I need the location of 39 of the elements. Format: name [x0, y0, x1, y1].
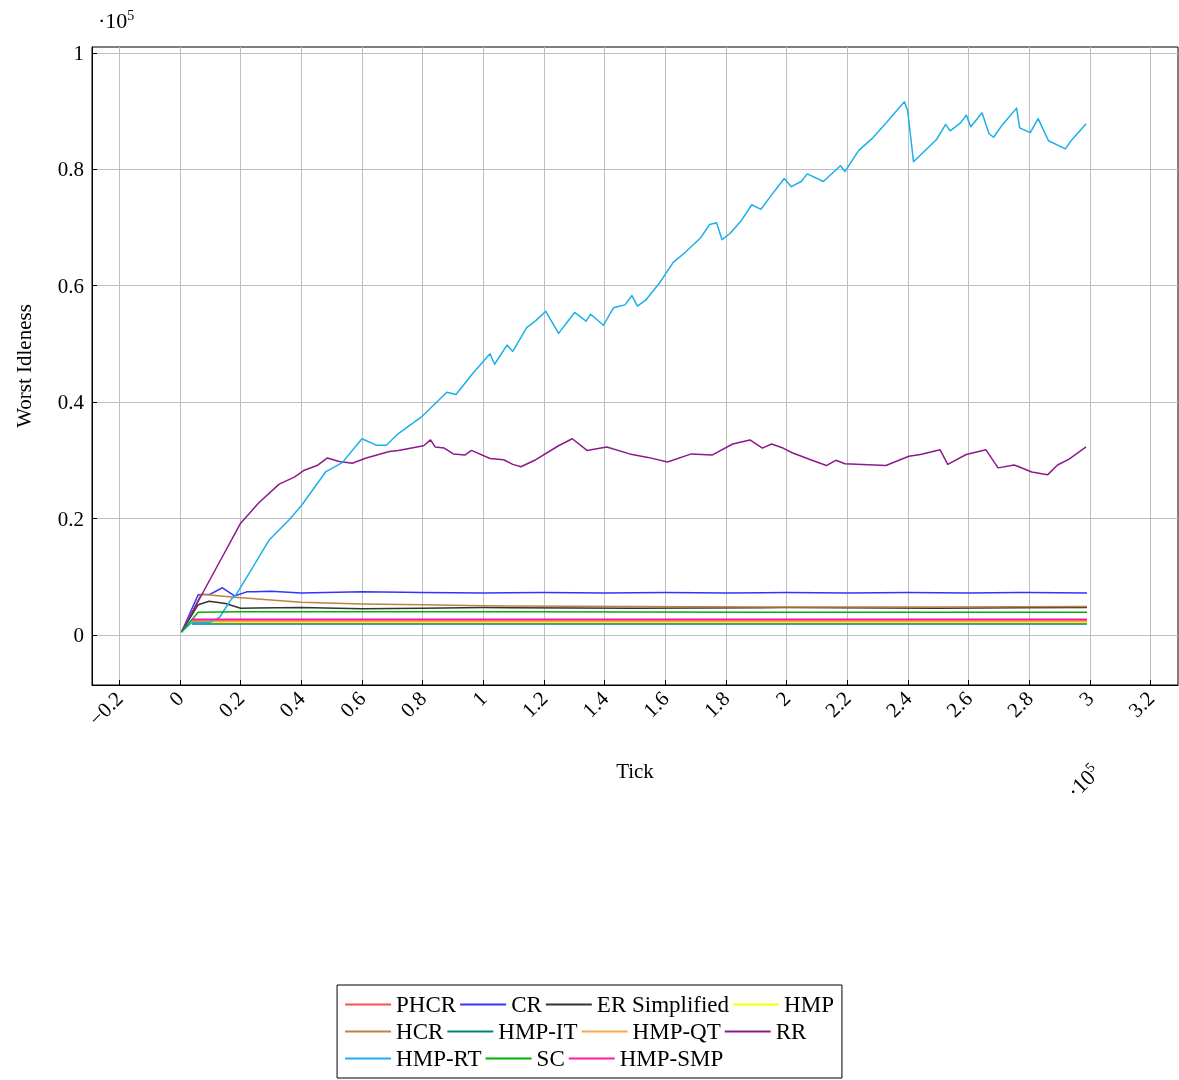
x-tick-label: 2.6: [941, 686, 978, 723]
y-tick-label: 0.4: [57, 390, 85, 415]
y-tick-label: 0.8: [57, 157, 84, 182]
line-series: [180, 438, 1087, 633]
x-tick-label: 2.8: [1002, 686, 1038, 723]
x-tick-label: 1.2: [516, 686, 553, 723]
text: ·105: [1061, 759, 1101, 804]
legend-label: HCR: [396, 1019, 445, 1044]
legend-label: ER Simplified: [596, 992, 730, 1017]
legend-label: SC: [536, 1046, 565, 1071]
legend-label: HMP-QT: [632, 1019, 721, 1044]
x-tick-label: 0.6: [334, 686, 371, 723]
legend-label: PHCR: [396, 992, 457, 1017]
y-tick-label: 1: [73, 40, 84, 65]
legend-label: HMP-SMP: [619, 1046, 724, 1071]
legend-label: CR: [511, 992, 543, 1017]
x-tick-label: 1: [467, 686, 492, 711]
x-axis-title: Tick: [616, 758, 655, 783]
x-tick-label: −0.2: [83, 686, 128, 731]
x-tick-label: 3.2: [1123, 686, 1160, 723]
y-tick-label: 0.2: [57, 506, 84, 531]
x-tick-label: 1.8: [698, 686, 735, 723]
x-tick-label: 2.4: [880, 686, 917, 723]
x-tick-label: 3: [1074, 686, 1099, 711]
x-tick-label: 0: [164, 686, 189, 711]
legend-label: RR: [775, 1019, 808, 1044]
legend-label: HMP-RT: [396, 1046, 482, 1071]
legend-label: HMP-IT: [498, 1019, 578, 1044]
x-tick-label: 0.2: [213, 686, 250, 723]
legend-label: HMP: [784, 992, 834, 1017]
y-tick-label: 0.6: [57, 273, 84, 298]
x-tick-label: 2.2: [820, 686, 856, 723]
x-tick-label: 1.6: [638, 686, 674, 723]
y-tick-label: 0: [73, 622, 84, 647]
y-axis-title: Worst Idleness: [11, 304, 36, 428]
x-tick-label: 0.4: [274, 686, 311, 723]
x-tick-label: 2: [770, 686, 796, 711]
x-tick-label: 1.4: [577, 686, 614, 723]
x-tick-label: 0.8: [395, 686, 432, 723]
